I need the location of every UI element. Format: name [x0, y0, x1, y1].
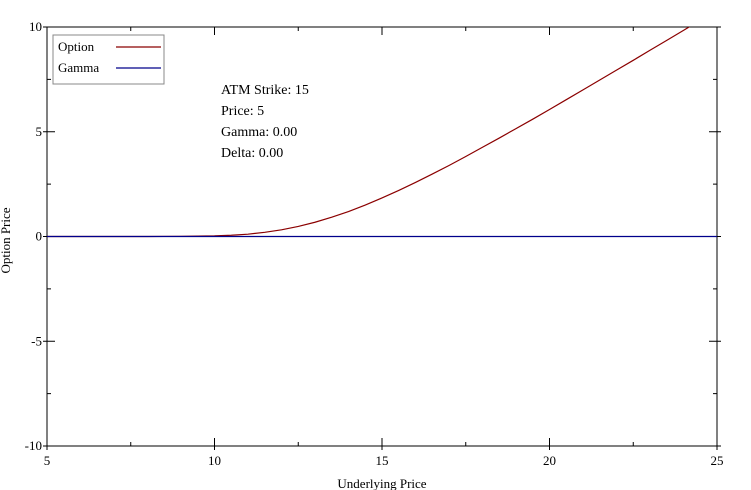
y-tick-label: 10 — [29, 19, 42, 34]
legend-label-option: Option — [58, 39, 95, 54]
annotation-atm-strike: ATM Strike: 15 — [221, 83, 309, 98]
x-tick-label: 5 — [44, 453, 51, 468]
x-tick-label: 20 — [543, 453, 556, 468]
x-tick-label: 10 — [208, 453, 221, 468]
y-tick-label: -5 — [31, 333, 42, 348]
x-axis-title: Underlying Price — [337, 476, 426, 490]
annotation-delta: Delta: 0.00 — [221, 146, 283, 161]
y-axis-title: Option Price — [0, 207, 13, 273]
axis-tick-labels: 5 10 15 20 25 -10 -5 0 5 10 — [25, 19, 724, 468]
axis-ticks — [43, 26, 721, 450]
x-tick-label: 15 — [376, 453, 389, 468]
legend: Option Gamma — [52, 34, 165, 85]
x-tick-label: 25 — [711, 453, 724, 468]
legend-box — [52, 34, 165, 85]
legend-label-gamma: Gamma — [58, 60, 99, 75]
annotation-price: Price: 5 — [221, 104, 264, 119]
y-tick-label: 5 — [36, 124, 43, 139]
series-layer — [47, 27, 717, 238]
y-tick-label: 0 — [36, 229, 43, 244]
y-tick-label: -10 — [25, 438, 42, 453]
annotation-gamma: Gamma: 0.00 — [221, 125, 297, 140]
series-line-option — [47, 27, 691, 238]
annotation-block: ATM Strike: 15 Price: 5 Gamma: 0.00 Delt… — [221, 83, 309, 161]
